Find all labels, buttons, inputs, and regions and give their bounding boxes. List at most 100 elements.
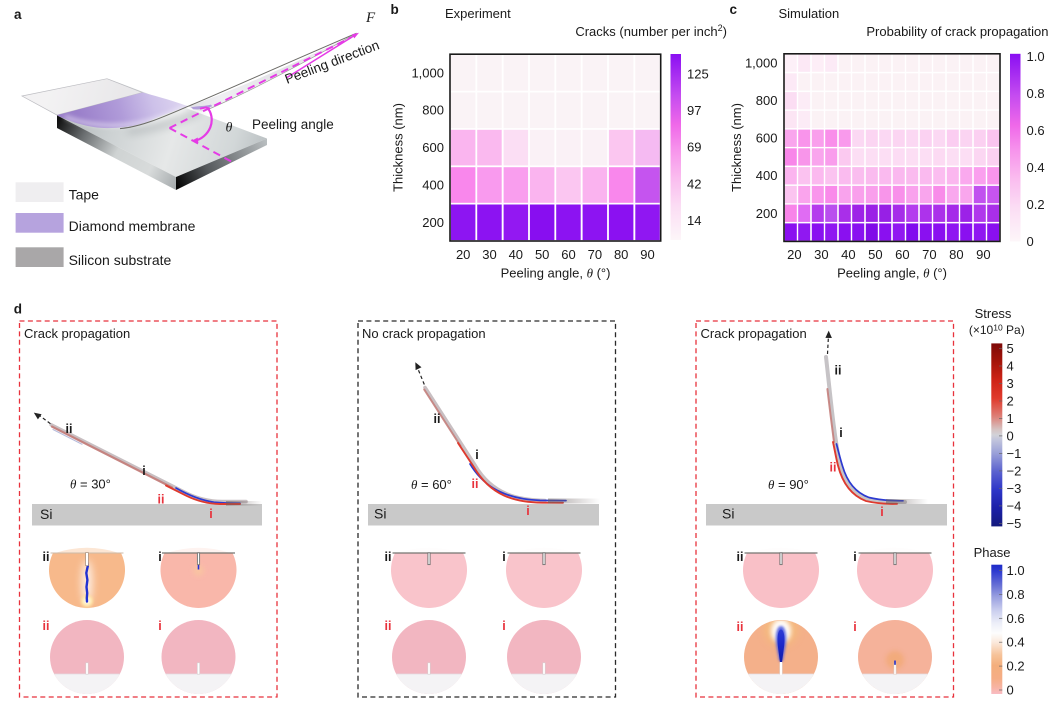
svg-text:80: 80 [949, 247, 963, 262]
svg-text:ii: ii [385, 550, 392, 564]
svg-text:70: 70 [922, 247, 936, 262]
svg-text:i: i [209, 507, 212, 521]
svg-text:97: 97 [687, 103, 701, 118]
svg-text:Simulation: Simulation [779, 6, 840, 21]
svg-text:0.4: 0.4 [1007, 635, 1025, 650]
svg-text:−4: −4 [1007, 498, 1022, 513]
svg-text:−2: −2 [1007, 463, 1022, 478]
svg-text:60: 60 [895, 247, 909, 262]
svg-text:50: 50 [535, 247, 549, 262]
svg-text:42: 42 [687, 176, 701, 191]
svg-text:Si: Si [374, 506, 386, 522]
svg-text:No crack propagation: No crack propagation [362, 326, 486, 341]
svg-text:5: 5 [1007, 341, 1014, 356]
svg-text:a: a [14, 7, 22, 22]
svg-text:80: 80 [614, 247, 628, 262]
svg-text:400: 400 [422, 178, 444, 193]
svg-text:400: 400 [756, 168, 778, 183]
svg-text:i: i [158, 550, 161, 564]
svg-text:ii: ii [158, 493, 165, 507]
svg-text:i: i [475, 448, 478, 462]
svg-text:200: 200 [756, 206, 778, 221]
svg-text:−5: −5 [1007, 516, 1022, 531]
svg-text:−3: −3 [1007, 481, 1022, 496]
svg-text:0: 0 [1007, 683, 1014, 698]
svg-text:14: 14 [687, 213, 701, 228]
svg-text:600: 600 [422, 140, 444, 155]
svg-text:2: 2 [1007, 394, 1014, 409]
svg-text:ii: ii [43, 550, 50, 564]
svg-text:i: i [853, 550, 856, 564]
svg-text:Probability of crack propagati: Probability of crack propagation [866, 24, 1048, 39]
svg-text:ii: ii [434, 412, 441, 426]
svg-text:θ = 60°: θ = 60° [411, 477, 452, 492]
svg-text:1.0: 1.0 [1027, 49, 1045, 64]
svg-text:Crack propagation: Crack propagation [24, 326, 130, 341]
svg-text:4: 4 [1007, 359, 1014, 374]
svg-text:1.0: 1.0 [1007, 563, 1025, 578]
svg-text:800: 800 [422, 103, 444, 118]
svg-text:i: i [502, 619, 505, 633]
svg-text:Peeling angle, θ (°): Peeling angle, θ (°) [837, 266, 947, 281]
svg-text:i: i [853, 620, 856, 634]
svg-text:Phase: Phase [974, 545, 1011, 560]
svg-text:30: 30 [814, 247, 828, 262]
svg-text:1: 1 [1007, 411, 1014, 426]
svg-text:i: i [880, 505, 883, 519]
svg-text:50: 50 [868, 247, 882, 262]
svg-text:0: 0 [1007, 428, 1014, 443]
svg-text:Cracks (number per inch2): Cracks (number per inch2) [575, 23, 727, 39]
svg-text:ii: ii [43, 619, 50, 633]
svg-text:Si: Si [40, 506, 52, 522]
svg-text:b: b [391, 2, 399, 17]
svg-text:Experiment: Experiment [445, 6, 511, 21]
svg-text:θ: θ [226, 121, 233, 136]
svg-text:90: 90 [976, 247, 990, 262]
svg-text:i: i [158, 619, 161, 633]
svg-text:125: 125 [687, 67, 709, 82]
svg-text:0.6: 0.6 [1027, 123, 1045, 138]
svg-text:θ = 30°: θ = 30° [70, 477, 111, 492]
svg-text:Thickness (nm): Thickness (nm) [729, 103, 744, 192]
svg-text:ii: ii [66, 422, 73, 436]
svg-text:200: 200 [422, 215, 444, 230]
svg-text:i: i [839, 426, 842, 440]
svg-text:Thickness (nm): Thickness (nm) [391, 103, 406, 192]
svg-text:3: 3 [1007, 376, 1014, 391]
svg-text:40: 40 [509, 247, 523, 262]
svg-text:i: i [502, 550, 505, 564]
svg-text:i: i [142, 464, 145, 478]
svg-text:ii: ii [737, 620, 744, 634]
svg-text:1,000: 1,000 [411, 65, 444, 80]
svg-text:Si: Si [722, 506, 734, 522]
svg-text:ii: ii [835, 364, 842, 378]
svg-text:Peeling angle, θ (°): Peeling angle, θ (°) [501, 266, 611, 281]
svg-text:0.8: 0.8 [1007, 587, 1025, 602]
svg-text:ii: ii [385, 619, 392, 633]
svg-text:0: 0 [1027, 234, 1034, 249]
svg-text:0.4: 0.4 [1027, 160, 1045, 175]
svg-text:0.2: 0.2 [1007, 659, 1025, 674]
svg-text:Peeling angle: Peeling angle [252, 117, 334, 132]
svg-text:40: 40 [841, 247, 855, 262]
svg-text:F: F [365, 10, 376, 26]
svg-text:30: 30 [482, 247, 496, 262]
svg-text:69: 69 [687, 140, 701, 155]
svg-text:60: 60 [561, 247, 575, 262]
svg-text:c: c [730, 2, 738, 17]
svg-text:600: 600 [756, 131, 778, 146]
svg-text:0.8: 0.8 [1027, 86, 1045, 101]
svg-text:(×1010 Pa): (×1010 Pa) [969, 323, 1025, 338]
svg-text:ii: ii [737, 550, 744, 564]
svg-text:70: 70 [588, 247, 602, 262]
svg-text:20: 20 [456, 247, 470, 262]
svg-text:Diamond membrane: Diamond membrane [69, 218, 196, 234]
svg-text:Crack propagation: Crack propagation [701, 326, 807, 341]
svg-text:−1: −1 [1007, 446, 1022, 461]
svg-text:Stress: Stress [975, 306, 1012, 321]
svg-text:Silicon substrate: Silicon substrate [69, 252, 172, 268]
svg-text:ii: ii [472, 477, 479, 491]
svg-text:d: d [14, 302, 22, 317]
svg-text:i: i [526, 504, 529, 518]
svg-text:90: 90 [640, 247, 654, 262]
